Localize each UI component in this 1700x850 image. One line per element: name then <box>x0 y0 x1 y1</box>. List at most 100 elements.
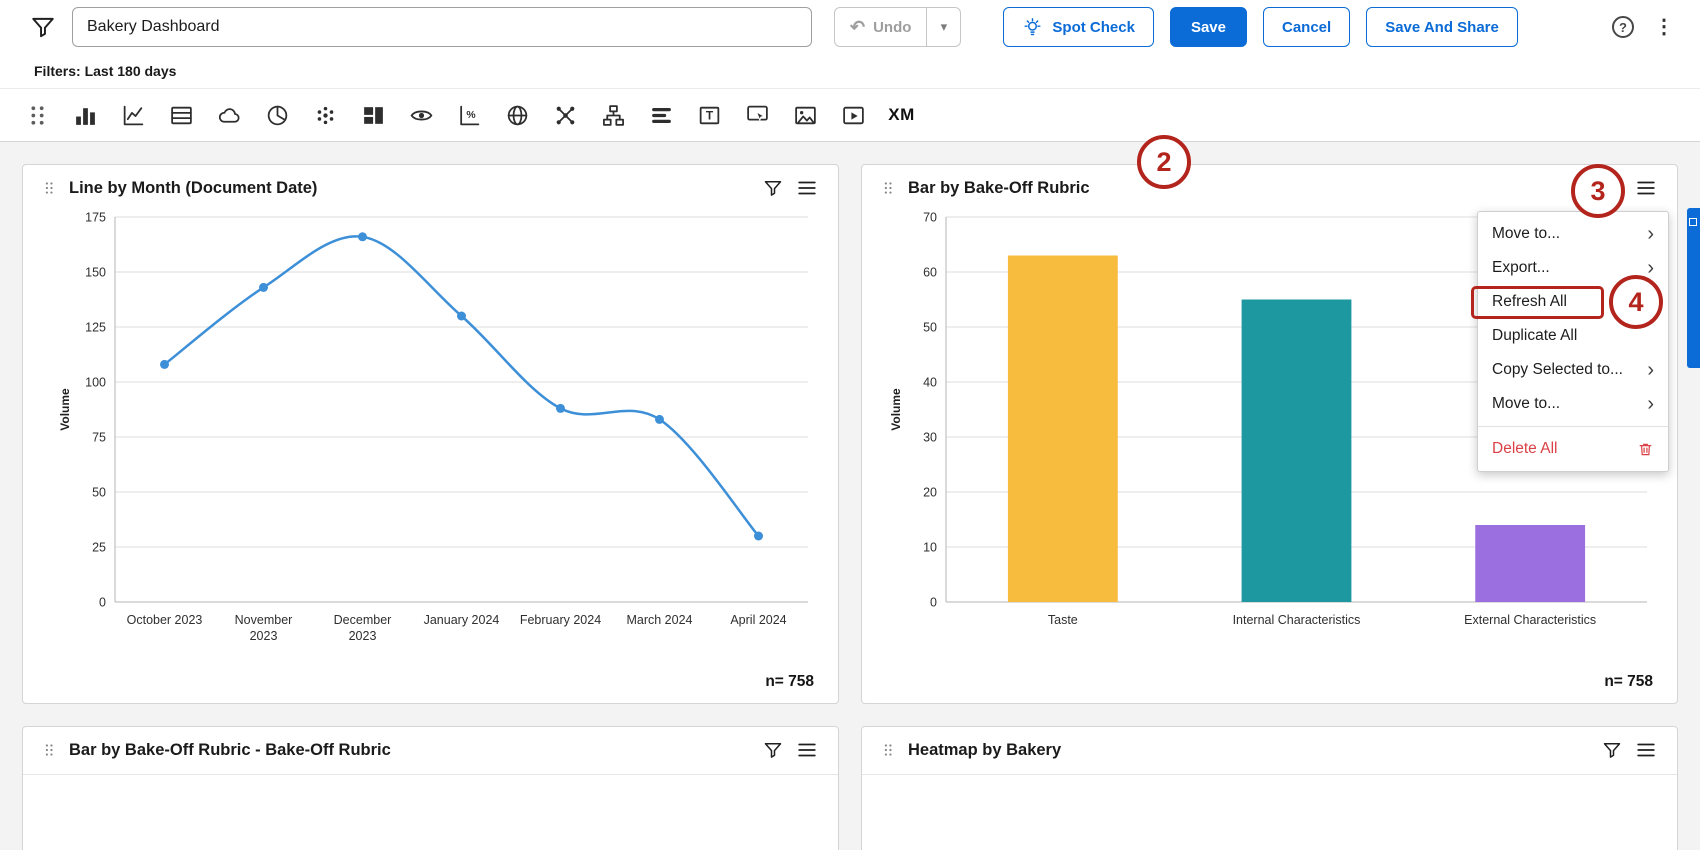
menu-item-copy-selected-to[interactable]: Copy Selected to... › <box>1478 353 1668 387</box>
menu-item-label: Delete All <box>1492 440 1558 457</box>
menu-item-delete-all[interactable]: Delete All <box>1478 432 1668 466</box>
expand-panel-icon <box>1689 218 1697 226</box>
lightbulb-icon <box>1022 17 1043 38</box>
widget-menu-icon[interactable] <box>1635 739 1657 761</box>
widget-title: Bar by Bake-Off Rubric - Bake-Off Rubric <box>69 740 391 759</box>
widget-card-heatmap-by-bakery[interactable]: Heatmap by Bakery <box>861 726 1678 850</box>
menu-item-label: Copy Selected to... <box>1492 361 1623 378</box>
help-icon[interactable]: ? <box>1612 16 1634 38</box>
globe-widget-icon[interactable] <box>504 102 531 129</box>
spot-check-label: Spot Check <box>1052 18 1135 36</box>
network-widget-icon[interactable] <box>552 102 579 129</box>
hierarchy-widget-icon[interactable] <box>600 102 627 129</box>
menu-item-label: Export... <box>1492 259 1550 276</box>
widget-menu-icon[interactable] <box>1635 177 1657 199</box>
undo-label: Undo <box>873 18 912 36</box>
focus-eye-widget-icon[interactable] <box>408 102 435 129</box>
svg-text:Volume: Volume <box>889 388 903 431</box>
widget-options-menu: Move to... › Export... › Refresh All Dup… <box>1471 211 1669 472</box>
drag-handle-icon[interactable] <box>24 102 51 129</box>
widget-header: Bar by Bake-Off Rubric - Bake-Off Rubric <box>23 739 838 775</box>
svg-text:20: 20 <box>923 486 937 500</box>
save-button[interactable]: Save <box>1169 7 1247 47</box>
line-chart-widget-icon[interactable] <box>120 102 147 129</box>
svg-text:50: 50 <box>923 321 937 335</box>
svg-text:%: % <box>466 110 475 121</box>
svg-text:30: 30 <box>923 431 937 445</box>
cancel-button[interactable]: Cancel <box>1262 7 1351 47</box>
stacked-lines-widget-icon[interactable] <box>648 102 675 129</box>
widget-drag-handle-icon[interactable] <box>43 180 56 196</box>
bubble-cluster-widget-icon[interactable] <box>312 102 339 129</box>
percent-axis-widget-icon[interactable]: % <box>456 102 483 129</box>
svg-text:70: 70 <box>923 211 937 225</box>
kebab-menu-icon[interactable]: ⋮ <box>1654 16 1674 38</box>
svg-text:Volume: Volume <box>58 388 72 431</box>
svg-text:March 2024: March 2024 <box>626 613 692 627</box>
widget-drag-handle-icon[interactable] <box>882 742 895 758</box>
table-widget-icon[interactable] <box>168 102 195 129</box>
click-cursor-widget-icon[interactable] <box>744 102 771 129</box>
undo-icon: ↶ <box>850 17 866 37</box>
svg-text:January 2024: January 2024 <box>424 613 500 627</box>
widget-toolbar: % T XM <box>0 88 1700 142</box>
chevron-right-icon: › <box>1647 359 1654 381</box>
collapsed-panel-tab[interactable] <box>1687 208 1700 368</box>
widget-filter-icon[interactable] <box>1602 740 1622 760</box>
undo-dropdown-button[interactable]: ▾ <box>927 7 962 47</box>
chevron-right-icon: › <box>1647 223 1654 245</box>
widget-filter-icon[interactable] <box>763 178 783 198</box>
menu-item-export[interactable]: Export... › <box>1478 251 1668 285</box>
widget-card-line-by-month[interactable]: Line by Month (Document Date) 0 25 50 75 100… <box>22 164 839 704</box>
svg-text:25: 25 <box>92 541 106 555</box>
widget-filter-icon[interactable] <box>763 740 783 760</box>
svg-text:100: 100 <box>85 376 106 390</box>
menu-item-label: Move to... <box>1492 225 1561 242</box>
dashboard-title-input[interactable] <box>72 7 812 47</box>
widget-header: Bar by Bake-Off Rubric <box>882 177 1657 199</box>
xm-logo[interactable]: XM <box>888 105 915 124</box>
svg-text:150: 150 <box>85 266 106 280</box>
widget-drag-handle-icon[interactable] <box>882 180 895 196</box>
svg-text:External Characteristics: External Characteristics <box>1464 613 1596 627</box>
widget-header: Heatmap by Bakery <box>862 739 1677 775</box>
top-toolbar: ↶ Undo ▾ Spot Check Save Cancel Save And… <box>0 0 1700 54</box>
svg-text:40: 40 <box>923 376 937 390</box>
annotation-step-4: 4 <box>1609 275 1663 329</box>
filter-funnel-icon[interactable] <box>30 14 56 40</box>
annotation-step-3: 3 <box>1571 164 1625 218</box>
text-box-widget-icon[interactable]: T <box>696 102 723 129</box>
widget-header: Line by Month (Document Date) <box>43 177 818 199</box>
menu-item-move-to-top[interactable]: Move to... › <box>1478 217 1668 251</box>
line-chart: 0 25 50 75 100 125 150 175 Volume October 2023 Nov… <box>58 211 808 643</box>
spot-check-button[interactable]: Spot Check <box>1003 7 1154 47</box>
widget-drag-handle-icon[interactable] <box>43 742 56 758</box>
svg-text:October 2023: October 2023 <box>127 613 203 627</box>
menu-item-move-to-bottom[interactable]: Move to... › <box>1478 387 1668 421</box>
sample-size-label: n= 758 <box>765 673 814 690</box>
cancel-label: Cancel <box>1281 18 1332 36</box>
widget-card-bar-by-rubric[interactable]: Bar by Bake-Off Rubric 0 10 20 30 40 50 60 70 Vo… <box>861 164 1678 704</box>
bar-chart-widget-icon[interactable] <box>72 102 99 129</box>
pie-chart-widget-icon[interactable] <box>264 102 291 129</box>
word-cloud-widget-icon[interactable] <box>216 102 243 129</box>
svg-text:0: 0 <box>99 596 106 610</box>
menu-item-duplicate-all[interactable]: Duplicate All <box>1478 319 1668 353</box>
key-metric-blocks-widget-icon[interactable] <box>360 102 387 129</box>
widget-card-bar-by-rubric-rubric[interactable]: Bar by Bake-Off Rubric - Bake-Off Rubric <box>22 726 839 850</box>
svg-text:60: 60 <box>923 266 937 280</box>
svg-text:50: 50 <box>92 486 106 500</box>
trash-icon <box>1637 441 1654 458</box>
widget-menu-icon[interactable] <box>796 177 818 199</box>
menu-item-label: Move to... <box>1492 395 1561 412</box>
svg-text:February 2024: February 2024 <box>520 613 601 627</box>
image-widget-icon[interactable] <box>792 102 819 129</box>
undo-button[interactable]: ↶ Undo <box>834 7 928 47</box>
video-widget-icon[interactable] <box>840 102 867 129</box>
svg-text:10: 10 <box>923 541 937 555</box>
annotation-step-2: 2 <box>1137 135 1191 189</box>
widget-menu-icon[interactable] <box>796 739 818 761</box>
save-and-share-button[interactable]: Save And Share <box>1366 7 1518 47</box>
